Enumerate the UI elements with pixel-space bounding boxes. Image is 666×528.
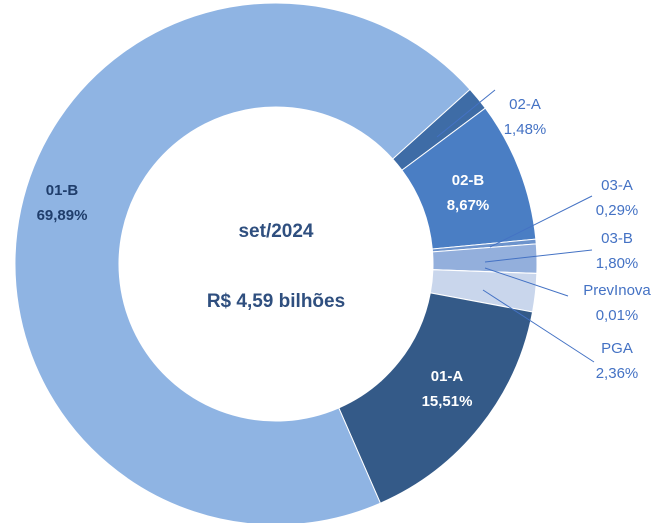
slice-value-label: 15,51% [422,393,473,410]
slice-label: 03-B [601,230,633,247]
slice-label: 02-A [509,96,541,113]
slice-label: 02-B [452,172,485,189]
slice-label: PrevInova [583,282,651,299]
leader-line [484,267,569,297]
leader-line [489,195,593,248]
leader-line [484,249,593,263]
leader-line [436,89,496,138]
slice-label: 01-A [431,368,464,385]
center-date: set/2024 [238,221,313,242]
slice-value-label: 69,89% [37,207,88,224]
slice-label: 03-A [601,177,633,194]
slice-value-label: 0,01% [596,307,639,324]
slice-value-label: 8,67% [447,197,490,214]
center-total: R$ 4,59 bilhões [207,291,345,312]
slice-value-label: 1,80% [596,255,639,272]
slice-label: 01-B [46,182,79,199]
slice-value-label: 1,48% [504,121,547,138]
leader-line [482,289,595,363]
slice-value-label: 0,29% [596,202,639,219]
slice-label: PGA [601,340,633,357]
slice-value-label: 2,36% [596,365,639,382]
donut-slice [14,2,471,526]
